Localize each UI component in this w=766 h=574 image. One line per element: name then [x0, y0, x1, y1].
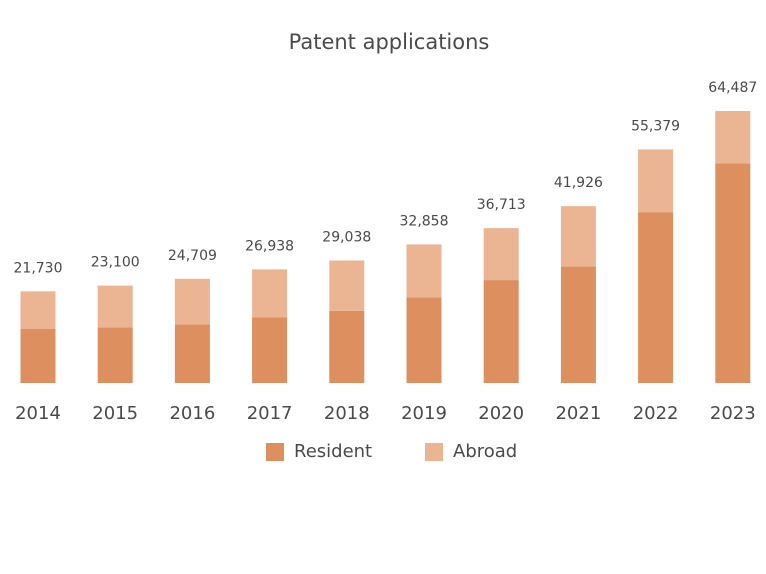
bar-resident-2016 [174, 324, 210, 383]
bar-resident-2021 [560, 266, 596, 383]
x-tick-2022: 2022 [633, 403, 679, 424]
bars-layer [20, 111, 751, 383]
bar-abroad-2023 [715, 111, 751, 164]
x-tick-2020: 2020 [478, 403, 524, 424]
total-label-2020: 36,713 [477, 197, 526, 213]
bar-abroad-2019 [406, 244, 442, 298]
x-axis-tick-labels: 2014 2015 2016 2017 2018 2019 2020 2021 2022 2023 [15, 403, 756, 424]
bar-abroad-2014 [20, 291, 56, 330]
legend-swatch-resident [266, 443, 284, 461]
bar-resident-2019 [406, 297, 442, 383]
legend-label-resident: Resident [294, 441, 372, 462]
bar-resident-2015 [97, 327, 133, 383]
x-tick-2021: 2021 [555, 403, 601, 424]
legend: Resident Abroad [266, 441, 517, 462]
x-tick-2014: 2014 [15, 403, 61, 424]
x-tick-2016: 2016 [169, 403, 215, 424]
bar-abroad-2018 [329, 260, 365, 311]
bar-resident-2023 [715, 163, 751, 383]
bar-abroad-2020 [483, 228, 519, 281]
bar-resident-2014 [20, 329, 56, 383]
x-tick-2015: 2015 [92, 403, 138, 424]
legend-swatch-abroad [425, 443, 443, 461]
x-tick-2017: 2017 [247, 403, 293, 424]
total-label-2022: 55,379 [631, 118, 680, 134]
legend-label-abroad: Abroad [453, 441, 517, 462]
bar-abroad-2022 [638, 149, 674, 213]
total-label-2015: 23,100 [91, 255, 140, 271]
bar-resident-2018 [329, 310, 365, 383]
bar-abroad-2016 [174, 278, 210, 325]
total-label-2014: 21,730 [14, 260, 63, 276]
bar-resident-2020 [483, 280, 519, 383]
total-labels-layer: 21,730 23,100 24,709 26,938 29,038 32,858 36,7… [14, 80, 758, 276]
chart-title: Patent applications [289, 30, 490, 54]
total-label-2023: 64,487 [708, 80, 757, 96]
bar-resident-2022 [638, 212, 674, 383]
bar-resident-2017 [252, 317, 288, 383]
total-label-2019: 32,858 [400, 213, 449, 229]
bar-abroad-2015 [97, 285, 133, 328]
x-tick-2019: 2019 [401, 403, 447, 424]
total-label-2016: 24,709 [168, 248, 217, 264]
total-label-2021: 41,926 [554, 175, 603, 191]
bar-abroad-2021 [560, 206, 596, 267]
x-tick-2023: 2023 [710, 403, 756, 424]
total-label-2018: 29,038 [322, 230, 371, 246]
bar-abroad-2017 [252, 269, 288, 318]
total-label-2017: 26,938 [245, 238, 294, 254]
x-tick-2018: 2018 [324, 403, 370, 424]
